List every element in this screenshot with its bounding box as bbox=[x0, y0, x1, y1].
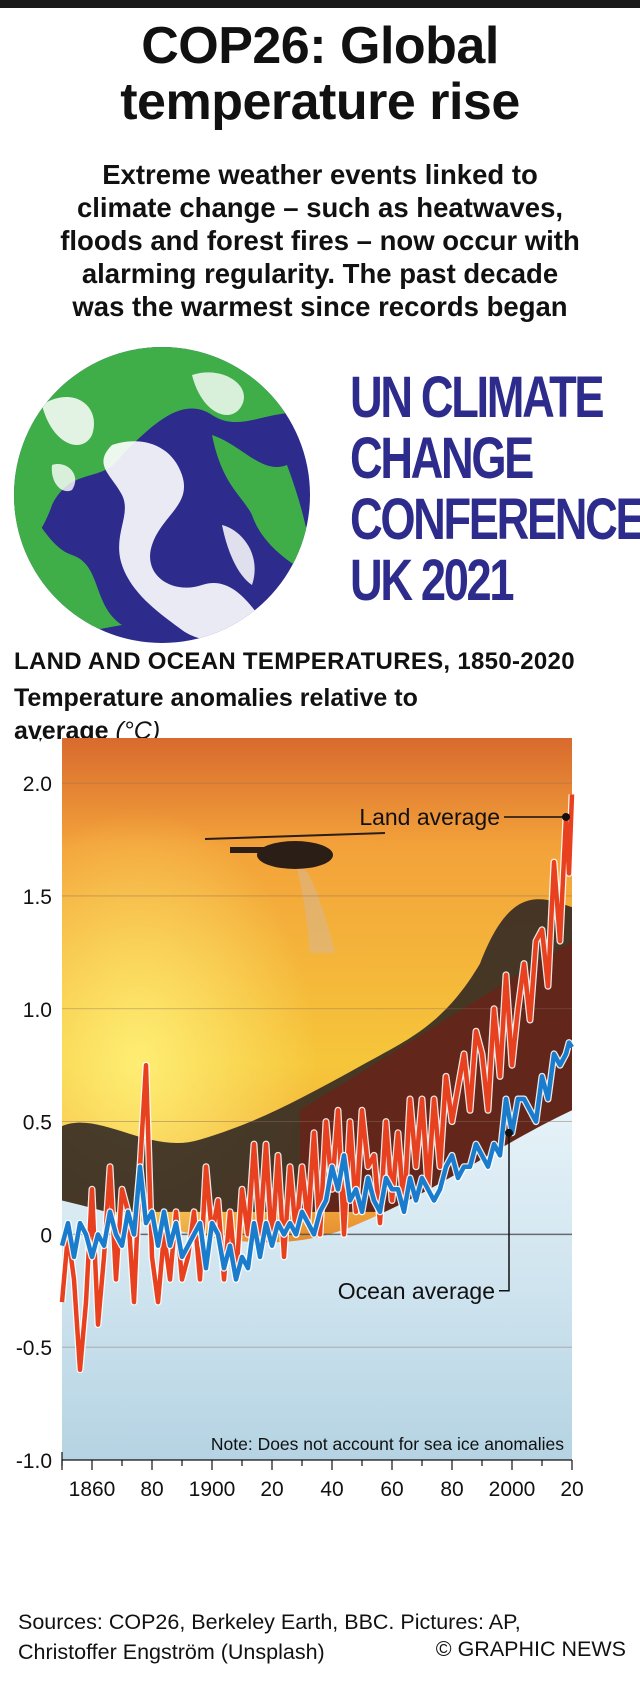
background-ice bbox=[62, 1110, 572, 1460]
logo-line: UN CLIMATE bbox=[350, 365, 605, 430]
x-tick-label: 80 bbox=[440, 1478, 463, 1501]
y-tick-label: -0.5 bbox=[16, 1337, 52, 1360]
chart-note: Note: Does not account for sea ice anoma… bbox=[211, 1434, 564, 1454]
un-climate-logo: UN CLIMATE CHANGE CONFERENCE UK 2021 bbox=[350, 365, 640, 613]
x-tick-label: 1860 bbox=[69, 1478, 116, 1501]
y-tick-label: 2.0 bbox=[23, 773, 52, 796]
chart-subtitle-text: Temperature anomalies relative to averag… bbox=[14, 684, 418, 745]
logo-line: CHANGE bbox=[350, 426, 534, 491]
x-tick-label: 1900 bbox=[189, 1478, 236, 1501]
subtitle-line: alarming regularity. The past decade bbox=[81, 258, 559, 289]
chart-subtitle: Temperature anomalies relative to averag… bbox=[14, 682, 454, 748]
logo-line: CONFERENCE bbox=[350, 487, 640, 552]
subtitle-line: climate change – such as heatwaves, bbox=[76, 192, 564, 223]
x-tick-label: 80 bbox=[140, 1478, 163, 1501]
ocean-average-label: Ocean average bbox=[338, 1278, 495, 1304]
sources: Sources: COP26, Berkeley Earth, BBC. Pic… bbox=[18, 1607, 521, 1667]
y-tick-label: 1.0 bbox=[23, 999, 52, 1022]
helicopter-icon bbox=[204, 832, 386, 953]
x-tick-label: 20 bbox=[560, 1478, 583, 1501]
y-tick-label: 1.5 bbox=[23, 886, 52, 909]
y-tick-label: -1.0 bbox=[16, 1450, 52, 1473]
globe-logo bbox=[14, 347, 310, 643]
top-bar bbox=[0, 0, 640, 8]
y-tick-label: 0 bbox=[40, 1224, 52, 1247]
subtitle-line: was the warmest since records began bbox=[72, 291, 568, 322]
chart-title: LAND AND OCEAN TEMPERATURES, 1850-2020 bbox=[14, 648, 575, 675]
temperature-chart: 2.0 1.5 1.0 0.5 0 -0.5 -1.0 1860 80 1900 20 40 60 80 2… bbox=[16, 738, 584, 1501]
subtitle-line: floods and forest fires – now occur with bbox=[60, 225, 580, 256]
axis-marker-icon bbox=[39, 738, 42, 742]
sources-line-2: Christoffer Engström (Unsplash) bbox=[18, 1640, 325, 1664]
logo-line: UK 2021 bbox=[350, 548, 515, 613]
y-tick-label: 0.5 bbox=[23, 1112, 52, 1135]
x-tick-label: 2000 bbox=[489, 1478, 536, 1501]
page-title: COP26: Global temperature rise bbox=[0, 18, 640, 130]
x-tick-label: 40 bbox=[320, 1478, 343, 1501]
ocean-average-line bbox=[59, 1040, 574, 1282]
land-average-line bbox=[59, 794, 575, 1373]
sources-line-1: Sources: COP26, Berkeley Earth, BBC. Pic… bbox=[18, 1610, 521, 1634]
x-tick-label: 60 bbox=[380, 1478, 403, 1501]
title-line-1: COP26: Global bbox=[141, 17, 499, 75]
title-line-2: temperature rise bbox=[120, 73, 520, 131]
x-tick-label: 20 bbox=[260, 1478, 283, 1501]
subtitle: Extreme weather events linked to climate… bbox=[10, 158, 630, 323]
ocean-annotation-leader bbox=[499, 1132, 510, 1292]
land-average-label: Land average bbox=[359, 804, 500, 830]
credit: © GRAPHIC NEWS bbox=[435, 1637, 626, 1661]
subtitle-line: Extreme weather events linked to bbox=[102, 159, 538, 190]
